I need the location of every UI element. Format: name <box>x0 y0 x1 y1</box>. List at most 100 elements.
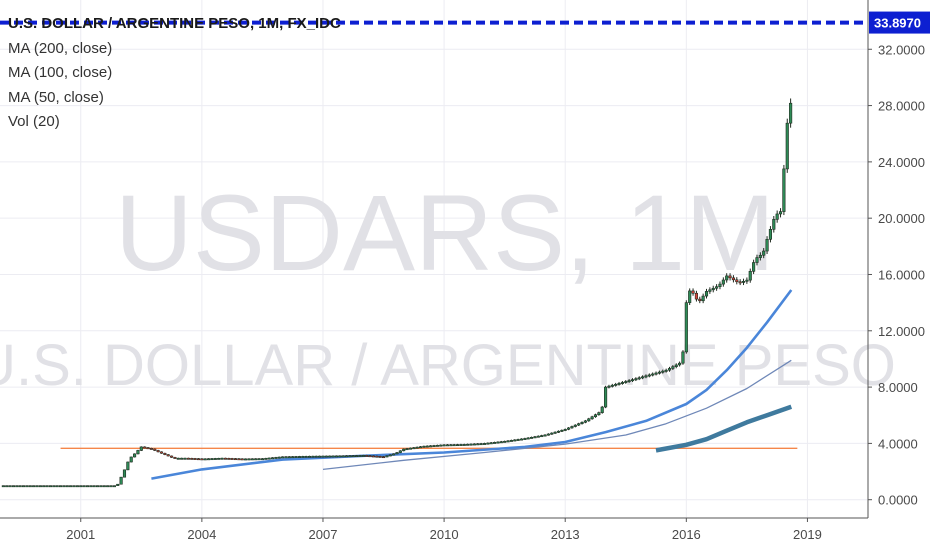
candle-body <box>536 435 540 438</box>
candle-body <box>311 455 315 458</box>
candle-body <box>42 485 46 488</box>
candle-body <box>45 485 49 488</box>
candle-body <box>543 434 547 437</box>
candle-body <box>661 370 665 373</box>
candle-body <box>267 457 271 460</box>
chart-grid <box>0 0 868 518</box>
last-price-line: 33.8970 <box>0 11 930 34</box>
x-tick-label: 2010 <box>430 527 459 542</box>
candle-body <box>159 451 164 454</box>
candle-body <box>469 443 473 446</box>
candle-body <box>274 457 278 459</box>
candle-body <box>466 443 470 446</box>
candle-body <box>176 457 180 460</box>
candle-body <box>368 455 372 458</box>
price-label-bg <box>869 11 930 34</box>
candle-body <box>408 447 413 450</box>
candle-body <box>5 485 9 488</box>
candle-body <box>405 448 409 451</box>
candle-body <box>99 485 103 488</box>
legend-ma-50[interactable]: MA (50, close) <box>8 88 104 106</box>
candle-body <box>254 458 258 461</box>
candle-body <box>597 412 601 416</box>
legend-ma-100[interactable]: MA (100, close) <box>8 64 113 81</box>
candle-body <box>701 295 705 302</box>
candle-body <box>550 432 554 435</box>
candle-body <box>455 444 460 447</box>
candle-body <box>708 289 712 292</box>
candle-body <box>479 443 483 446</box>
candle-body <box>281 456 285 459</box>
candle-body <box>79 485 83 488</box>
candle-body <box>556 430 561 433</box>
candle-body <box>314 455 318 458</box>
legend-ma-200[interactable]: MA (200, close) <box>8 39 113 57</box>
candle-body <box>52 485 56 488</box>
candle-body <box>620 382 624 384</box>
candle-body <box>257 458 261 461</box>
legend-volume[interactable]: Vol (20) <box>8 113 60 130</box>
candle-body <box>667 368 672 371</box>
candle-body <box>610 384 614 387</box>
candle-body <box>358 455 362 457</box>
candle-body <box>186 457 190 460</box>
candle-body <box>129 456 133 463</box>
candle-body <box>634 378 638 381</box>
candle-body <box>678 362 682 366</box>
candle-body <box>415 446 419 449</box>
candle-body <box>260 458 264 461</box>
candle-body <box>560 429 564 432</box>
candle-body <box>136 450 140 455</box>
y-tick-label: 28.0000 <box>878 99 925 114</box>
candle-body <box>35 485 39 488</box>
candle-body <box>381 456 386 459</box>
candle-body <box>318 455 322 458</box>
series-ma-200-close <box>151 289 793 480</box>
candle-body <box>765 238 769 252</box>
x-tick-label: 2013 <box>551 527 580 542</box>
candle-body <box>718 283 722 287</box>
candle-body <box>513 439 517 442</box>
candle-body <box>270 457 275 460</box>
candle-body <box>637 377 641 380</box>
candle-body <box>492 442 497 444</box>
x-tick-label: 2001 <box>66 527 95 542</box>
x-tick-label: 2007 <box>309 527 338 542</box>
candle-body <box>227 457 231 460</box>
candle-body <box>506 440 510 443</box>
candle-body <box>600 406 604 413</box>
candle-body <box>745 279 749 282</box>
candle-body <box>681 351 685 364</box>
candle-body <box>112 485 116 488</box>
candle-body <box>442 444 446 447</box>
candle-body <box>233 458 238 461</box>
candle-body <box>196 458 201 461</box>
candle-body <box>1 485 5 488</box>
candle-body <box>48 485 53 488</box>
candle-body <box>375 455 379 458</box>
candle-body <box>499 441 503 444</box>
chart-title[interactable]: U.S. DOLLAR / ARGENTINE PESO, 1M, FX_IDC <box>8 15 341 32</box>
candle-body <box>435 444 439 447</box>
candle-body <box>671 366 675 369</box>
candle-body <box>738 281 742 284</box>
candle-body <box>166 454 170 457</box>
candle-body <box>711 287 715 291</box>
candle-body <box>69 485 73 488</box>
candle-body <box>116 483 120 486</box>
candle-body <box>452 444 456 447</box>
candle-body <box>482 443 487 445</box>
candle-body <box>644 375 648 378</box>
candle-body <box>173 457 177 459</box>
candle-body <box>674 364 678 367</box>
candle-body <box>657 371 661 374</box>
candle-body <box>244 458 248 461</box>
candle-body <box>392 453 396 456</box>
candle-body <box>210 458 214 461</box>
candle-body <box>341 455 345 458</box>
candle-body <box>156 450 160 453</box>
candle-body <box>307 455 312 458</box>
candle-body <box>782 168 786 212</box>
moving-averages <box>151 289 793 480</box>
